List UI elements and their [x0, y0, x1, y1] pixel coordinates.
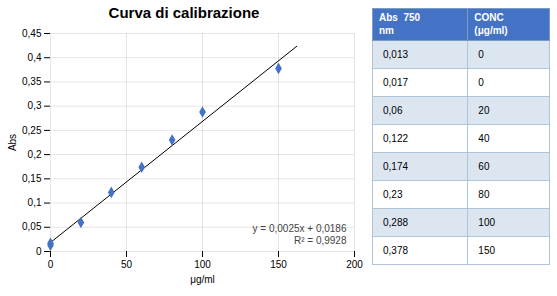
- html-text:0,288: 0,288: [383, 217, 408, 228]
- html-text:20: 20: [478, 105, 490, 116]
- svg-text:0,15: 0,15: [22, 173, 42, 184]
- html-text:60: 60: [478, 161, 490, 172]
- html-text:0: 0: [478, 77, 484, 88]
- html-text:0,122: 0,122: [383, 133, 408, 144]
- svg-text:0,2: 0,2: [28, 149, 42, 160]
- html-text:0: 0: [478, 49, 484, 60]
- html-text:150: 150: [478, 245, 495, 256]
- html-text:nm: nm: [379, 24, 394, 36]
- svg-text:150: 150: [270, 259, 287, 270]
- svg-text:200: 200: [346, 259, 363, 270]
- svg-text:0: 0: [48, 259, 54, 270]
- html-text:0,017: 0,017: [383, 77, 408, 88]
- svg-text:0,05: 0,05: [22, 221, 42, 232]
- svg-text:0,3: 0,3: [28, 100, 42, 111]
- svg-text:100: 100: [194, 259, 211, 270]
- html-text:80: 80: [478, 189, 490, 200]
- svg-text:0,4: 0,4: [28, 52, 42, 63]
- html-text:0,378: 0,378: [383, 245, 408, 256]
- html-text:CONC: CONC: [474, 12, 504, 23]
- html-text:Curva di calibrazione: Curva di calibrazione: [108, 4, 260, 21]
- html-text:0,23: 0,23: [383, 189, 403, 200]
- svg-text:y = 0,0025x + 0,0186R² = 0,992: y = 0,0025x + 0,0186R² = 0,9928: [253, 223, 347, 246]
- svg-text:μg/ml: μg/ml: [190, 274, 215, 285]
- svg-text:0,35: 0,35: [22, 76, 42, 87]
- svg-text:0,1: 0,1: [28, 197, 42, 208]
- svg-text:0,25: 0,25: [22, 125, 42, 136]
- html-text:0,06: 0,06: [383, 105, 403, 116]
- html-text:Abs 750: Abs 750: [379, 12, 421, 23]
- html-text:40: 40: [478, 133, 490, 144]
- html-text:(μg/ml): (μg/ml): [474, 24, 508, 36]
- html-text:0,174: 0,174: [383, 161, 408, 172]
- html-text:0,013: 0,013: [383, 49, 408, 60]
- svg-text:0,45: 0,45: [22, 28, 42, 39]
- svg-text:0: 0: [36, 246, 42, 257]
- svg-text:50: 50: [121, 259, 133, 270]
- html-text:100: 100: [478, 217, 495, 228]
- svg-text:Abs: Abs: [7, 134, 18, 151]
